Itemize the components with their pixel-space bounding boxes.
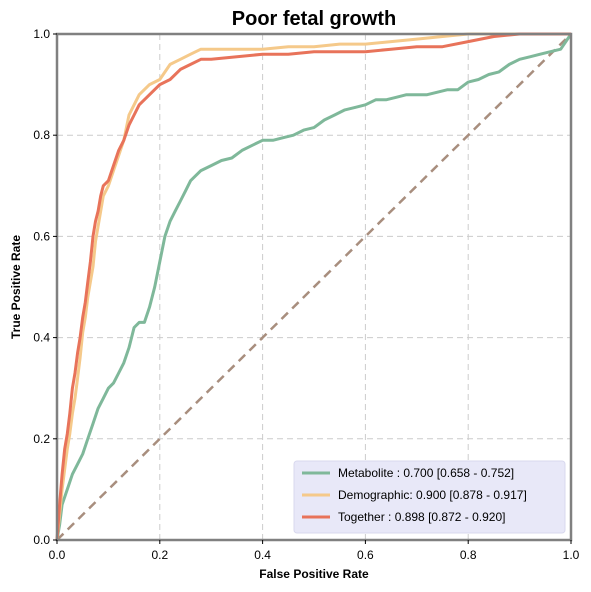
y-tick-label: 0.4	[33, 331, 50, 345]
y-tick-label: 0.0	[33, 533, 50, 547]
y-tick-label: 0.8	[33, 128, 50, 142]
x-tick-label: 0.6	[357, 548, 374, 562]
x-tick-label: 0.8	[460, 548, 477, 562]
legend-label-demographic: Demographic: 0.900 [0.878 - 0.917]	[338, 488, 527, 502]
plot-frame	[55, 32, 573, 542]
y-axis-ticks: 0.0 0.2 0.4 0.6 0.8 1.0	[33, 27, 57, 547]
x-axis-ticks: 0.0 0.2 0.4 0.6 0.8 1.0	[49, 540, 580, 562]
grid	[57, 34, 571, 540]
legend-label-together: Together : 0.898 [0.872 - 0.920]	[338, 510, 505, 524]
x-axis-label: False Positive Rate	[259, 567, 369, 581]
roc-curves	[55, 32, 573, 541]
series-line-demographic	[55, 32, 571, 541]
series-line-together	[55, 32, 571, 541]
x-tick-label: 0.2	[151, 548, 168, 562]
series-line-metabolite	[55, 33, 573, 541]
y-tick-label: 1.0	[33, 27, 50, 41]
legend: Metabolite : 0.700 [0.658 - 0.752] Demogr…	[293, 460, 566, 534]
diagonal-line	[56, 33, 572, 541]
y-axis-label: True Positive Rate	[9, 235, 23, 339]
y-tick-label: 0.6	[33, 229, 50, 243]
x-tick-label: 0.4	[254, 548, 271, 562]
legend-box	[293, 460, 566, 534]
x-tick-label: 1.0	[563, 548, 580, 562]
y-tick-label: 0.2	[33, 432, 50, 446]
chance-diagonal	[56, 33, 572, 541]
chart-title: Poor fetal growth	[232, 8, 396, 30]
x-tick-label: 0.0	[49, 548, 66, 562]
legend-label-metabolite: Metabolite : 0.700 [0.658 - 0.752]	[338, 466, 514, 480]
